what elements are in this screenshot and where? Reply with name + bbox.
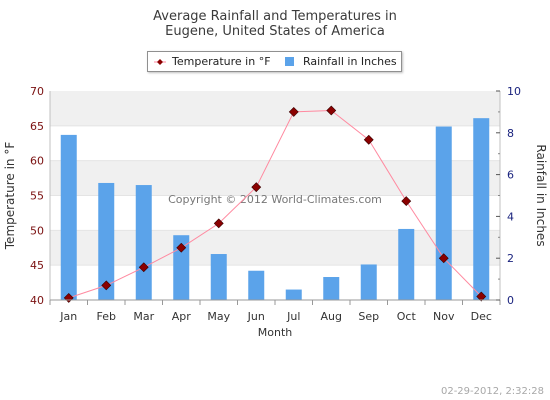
temperature-point <box>363 134 374 145</box>
rainfall-bar <box>248 270 265 300</box>
left-tick-label: 45 <box>30 259 44 272</box>
left-tick-label: 60 <box>30 155 44 168</box>
x-tick-label: Aug <box>321 310 342 323</box>
rainfall-bar <box>135 185 152 300</box>
plot-area <box>50 91 500 300</box>
x-tick-label: Feb <box>97 310 116 323</box>
chart-legend: Temperature in °F Rainfall in Inches <box>147 51 402 72</box>
x-tick-label: Jun <box>247 310 265 323</box>
x-axis-title: Month <box>258 326 293 339</box>
temperature-legend-label: Temperature in °F <box>172 55 271 68</box>
x-tick-label: Sep <box>358 310 379 323</box>
rainfall-bar <box>435 126 452 300</box>
right-axis-title: Rainfall in Inches <box>534 144 548 246</box>
temperature-point <box>101 280 112 291</box>
timestamp: 02-29-2012, 2:32:28 <box>440 386 544 397</box>
temperature-point <box>63 292 74 303</box>
x-tick-label: Dec <box>471 310 492 323</box>
rainfall-bar <box>210 254 227 300</box>
x-tick-label: Oct <box>397 310 417 323</box>
rainfall-bar <box>285 289 302 300</box>
watermark: Copyright © 2012 World-Climates.com <box>168 193 382 206</box>
rainfall-bar <box>98 182 115 300</box>
rainfall-bar <box>173 235 190 300</box>
grid-band <box>50 160 500 196</box>
right-tick-label: 6 <box>507 169 514 182</box>
right-tick-label: 8 <box>507 127 514 140</box>
rainfall-bar <box>323 277 340 300</box>
left-axis-title: Temperature in °F <box>3 142 17 251</box>
rainfall-legend-swatch <box>285 57 294 66</box>
rainfall-bar <box>60 134 77 300</box>
left-tick-label: 65 <box>30 120 44 133</box>
temperature-point <box>401 196 412 206</box>
chart-title-line-1: Average Rainfall and Temperatures in <box>153 9 397 24</box>
x-tick-label: May <box>207 310 230 323</box>
temperature-point <box>326 105 337 116</box>
temperature-point <box>138 262 149 273</box>
temperature-point <box>251 182 262 193</box>
grid-band <box>50 91 500 126</box>
temperature-point <box>288 106 299 117</box>
rainfall-bar <box>473 118 490 300</box>
temperature-legend-marker <box>154 59 166 65</box>
temperature-point <box>476 291 487 302</box>
rainfall-legend-label: Rainfall in Inches <box>303 55 397 68</box>
temperature-point <box>176 242 187 253</box>
grid-band <box>50 230 500 266</box>
left-tick-label: 40 <box>30 294 44 307</box>
x-tick-label: Jan <box>59 310 77 323</box>
x-tick-label: Mar <box>133 310 154 323</box>
rainfall-bar <box>398 228 415 300</box>
x-tick-label: Jul <box>286 310 300 323</box>
temperature-point <box>438 253 449 264</box>
x-tick-label: Apr <box>172 310 192 323</box>
x-tick-label: Nov <box>433 310 455 323</box>
left-tick-label: 50 <box>30 224 44 237</box>
right-tick-label: 2 <box>507 252 514 265</box>
right-tick-label: 4 <box>507 210 514 223</box>
temperature-line <box>68 109 482 299</box>
temperature-point <box>213 218 224 229</box>
left-tick-label: 70 <box>30 85 44 98</box>
rainfall-bar <box>360 264 377 300</box>
right-tick-label: 10 <box>507 85 521 98</box>
left-tick-label: 55 <box>30 190 44 203</box>
right-tick-label: 0 <box>507 294 514 307</box>
chart-title-line-2: Eugene, United States of America <box>165 24 385 39</box>
